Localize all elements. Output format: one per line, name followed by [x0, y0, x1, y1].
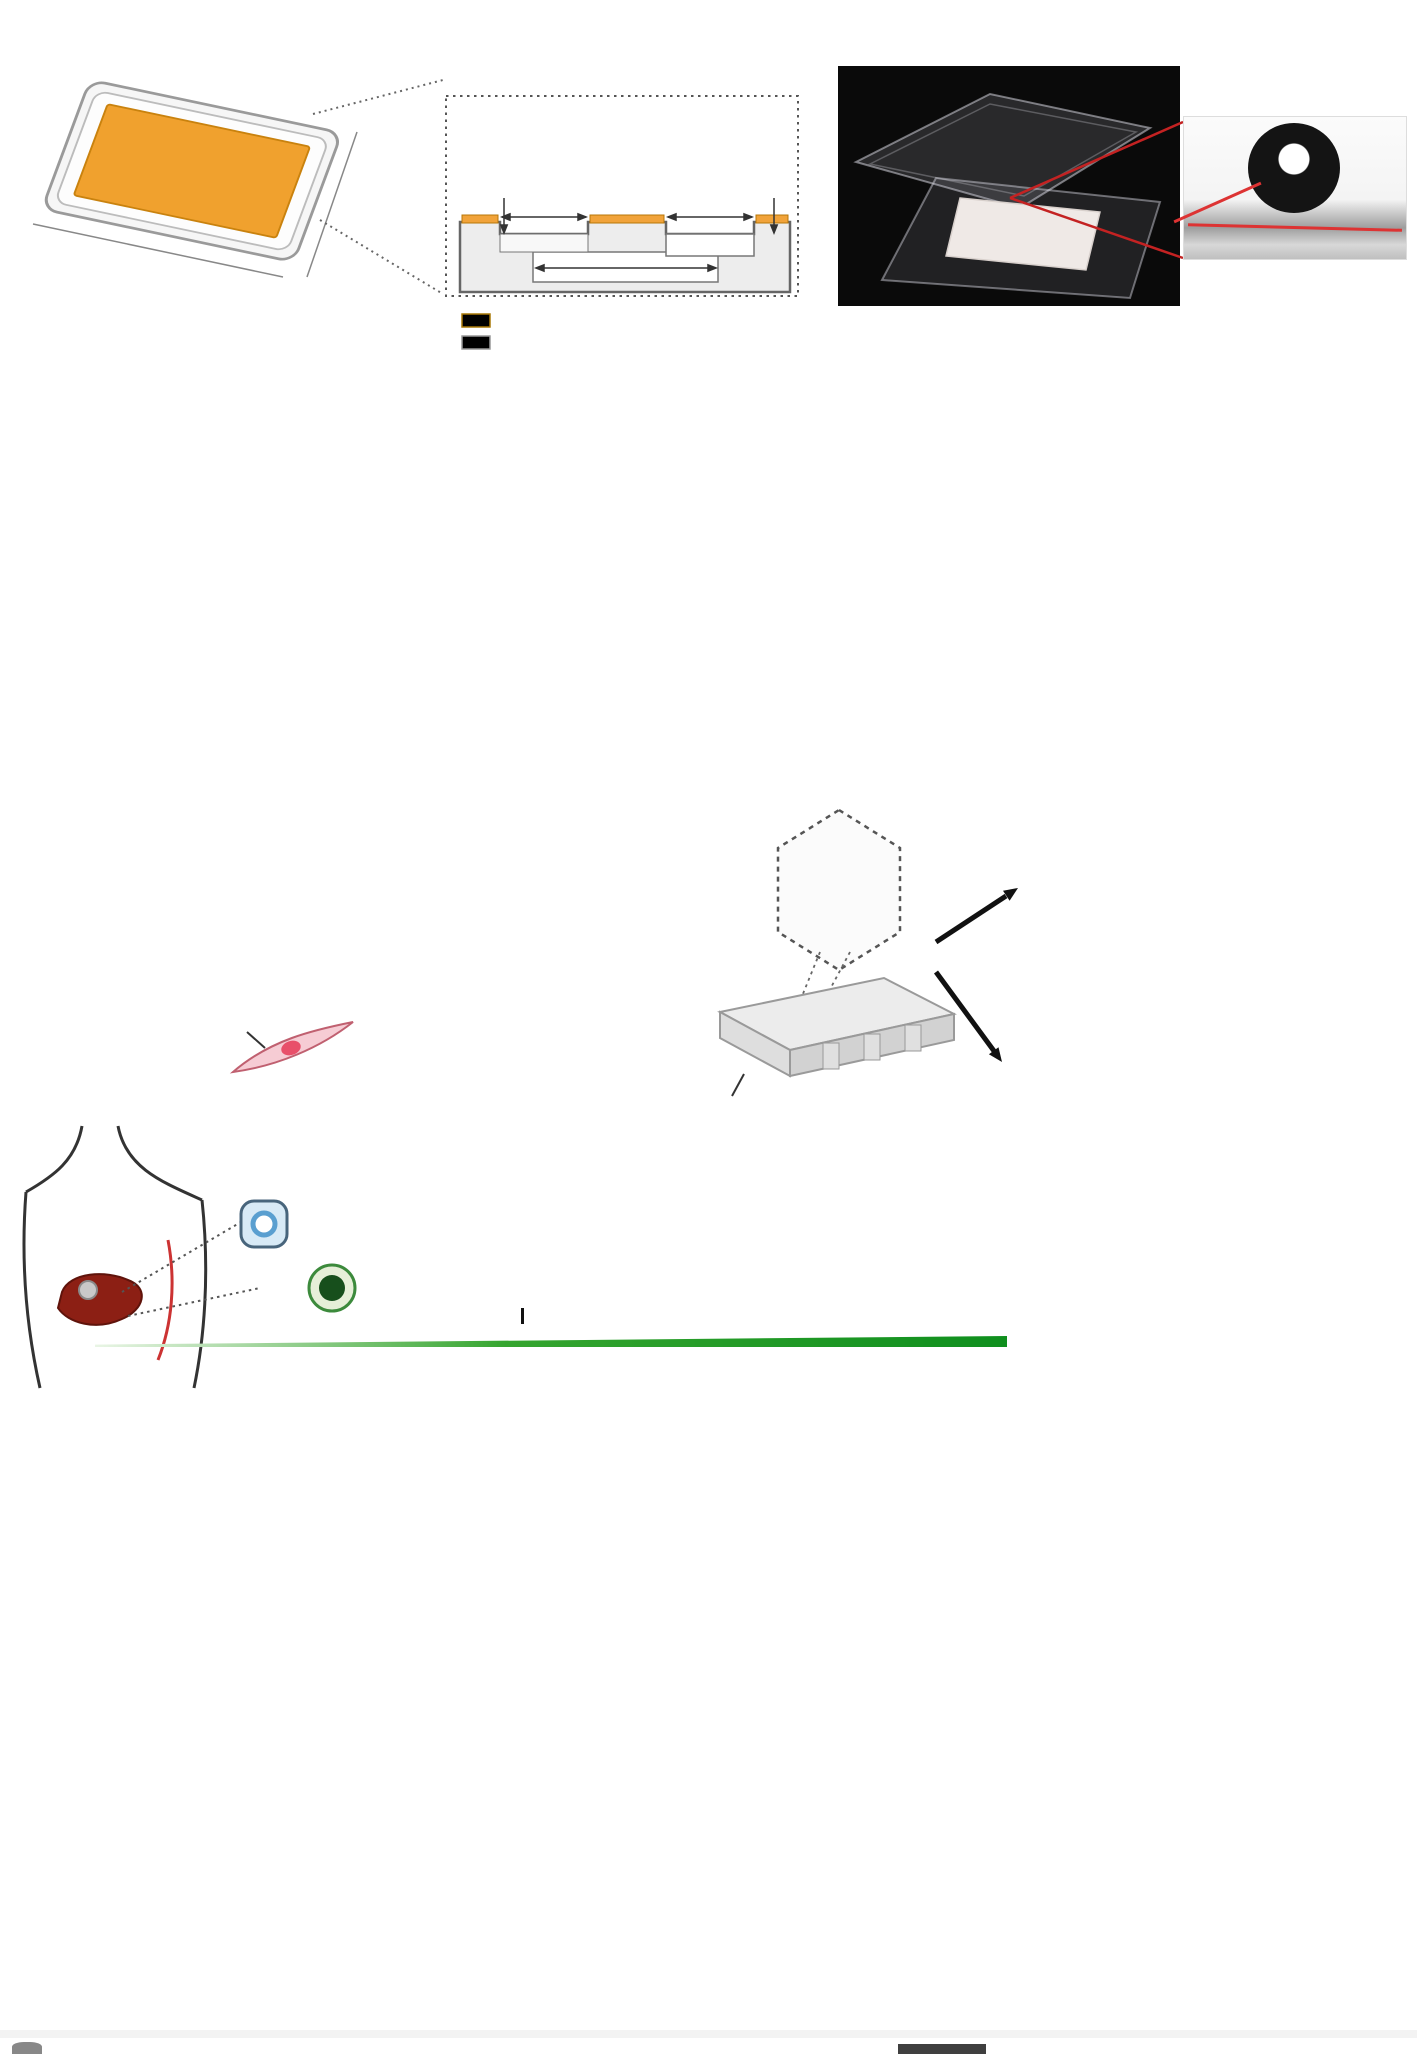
chip-tray [44, 81, 339, 261]
legend-swatch-pc [461, 335, 491, 350]
flow-cytometry-histograms [962, 1746, 1394, 1974]
legend-swatch-shl [461, 313, 491, 328]
tumor-cell-icon [239, 1199, 289, 1249]
shl-strip [461, 214, 499, 224]
multiwell-layer-diagram [717, 951, 957, 1097]
patient-body-diagram [22, 1125, 261, 1389]
sorafenib-chart [1078, 1338, 1378, 1488]
cutoff-artifact [12, 2042, 42, 2054]
label-tick [521, 1308, 524, 1324]
cisplatin-chart [582, 1728, 882, 1878]
cell-loading-stack [952, 1066, 1192, 1251]
chip-photo [838, 66, 1180, 306]
incision-mark [156, 1239, 174, 1361]
msc-pdo-pbmc-diagram [368, 928, 680, 1308]
oxaliplatin-chart [60, 1728, 360, 1878]
msc-spindle-icon [229, 1021, 354, 1074]
inset-pointer-lines [1009, 120, 1184, 260]
dose-gradient-wedge [95, 1336, 1007, 1347]
shl-strip [755, 214, 789, 224]
gefitinib-chart [30, 312, 330, 462]
contact-angle-inset [1173, 116, 1407, 260]
tangent-line [1173, 181, 1262, 224]
pbmc-icons [307, 1263, 357, 1313]
xy-section-stack [1025, 842, 1410, 1097]
tumor-nodule [78, 1280, 98, 1300]
chip-3d-diagram [32, 79, 444, 295]
shl-strip [589, 214, 665, 224]
microwell-hexagon-zoom [776, 808, 902, 972]
drug-delivery-stack [1178, 1066, 1415, 1251]
cutoff-band [0, 2030, 1417, 2038]
water-droplet [1248, 123, 1340, 213]
liver-icon [56, 1273, 143, 1326]
cutoff-artifact [898, 2044, 986, 2054]
flow-arrows [933, 888, 1018, 1062]
side-view-diagram [445, 95, 799, 350]
crizotinib-chart [770, 398, 1070, 548]
petri-lid [853, 92, 1153, 210]
zoom-connector-line [312, 79, 444, 115]
zoom-connector-line [319, 219, 444, 295]
superhydrophobic-plate [73, 103, 311, 239]
baseline [1187, 223, 1403, 232]
